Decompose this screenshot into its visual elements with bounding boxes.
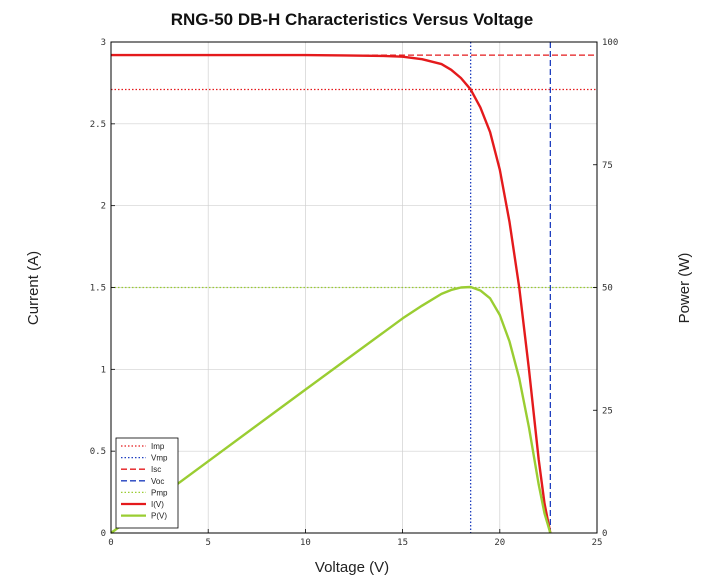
- y-left-tick-label: 0.5: [90, 447, 106, 457]
- y-right-tick-label: 100: [602, 38, 618, 48]
- x-tick-label: 5: [205, 538, 210, 548]
- y-right-tick-label: 50: [602, 284, 613, 294]
- legend-label-i-v: I(V): [151, 500, 164, 509]
- series-line-i-v: [111, 53, 552, 534]
- y-left-tick-label: 2: [101, 202, 106, 212]
- legend-label-voc: Voc: [151, 477, 164, 486]
- y-left-tick-label: 0: [101, 529, 106, 539]
- chart-title: RNG-50 DB-H Characteristics Versus Volta…: [171, 10, 533, 29]
- y-left-tick-label: 1.5: [90, 284, 106, 294]
- legend-label-p-v: P(V): [151, 512, 167, 521]
- legend-label-pmp: Pmp: [151, 488, 168, 497]
- y-right-axis-ticks: 0 25 50 75 100: [593, 38, 618, 539]
- legend-label-vmp: Vmp: [151, 454, 168, 463]
- y-left-axis-label: Current (A): [25, 251, 42, 325]
- x-tick-label: 25: [592, 538, 603, 548]
- legend-label-imp: Imp: [151, 442, 165, 451]
- x-tick-label: 0: [108, 538, 113, 548]
- legend-label-isc: Isc: [151, 465, 161, 474]
- y-left-axis-ticks: 0 0.5 1 1.5 2 2.5 3: [90, 38, 115, 539]
- y-left-tick-label: 3: [101, 38, 106, 48]
- legend: Imp Vmp Isc Voc Pmp I(V) P(V): [115, 437, 179, 529]
- series-line-p-v: [110, 285, 552, 534]
- y-left-tick-label: 2.5: [90, 120, 106, 130]
- x-tick-label: 10: [300, 538, 311, 548]
- y-right-tick-label: 25: [602, 406, 613, 416]
- x-axis-label: Voltage (V): [315, 559, 389, 576]
- x-axis-ticks: 0 5 10 15 20 25: [108, 529, 602, 548]
- x-tick-label: 20: [494, 538, 505, 548]
- legend-box: [115, 437, 179, 529]
- x-tick-label: 15: [397, 538, 408, 548]
- y-left-tick-label: 1: [101, 365, 106, 375]
- y-right-tick-label: 75: [602, 161, 613, 171]
- curves: [110, 53, 552, 534]
- y-right-tick-label: 0: [602, 529, 607, 539]
- y-right-axis-label: Power (W): [676, 253, 693, 324]
